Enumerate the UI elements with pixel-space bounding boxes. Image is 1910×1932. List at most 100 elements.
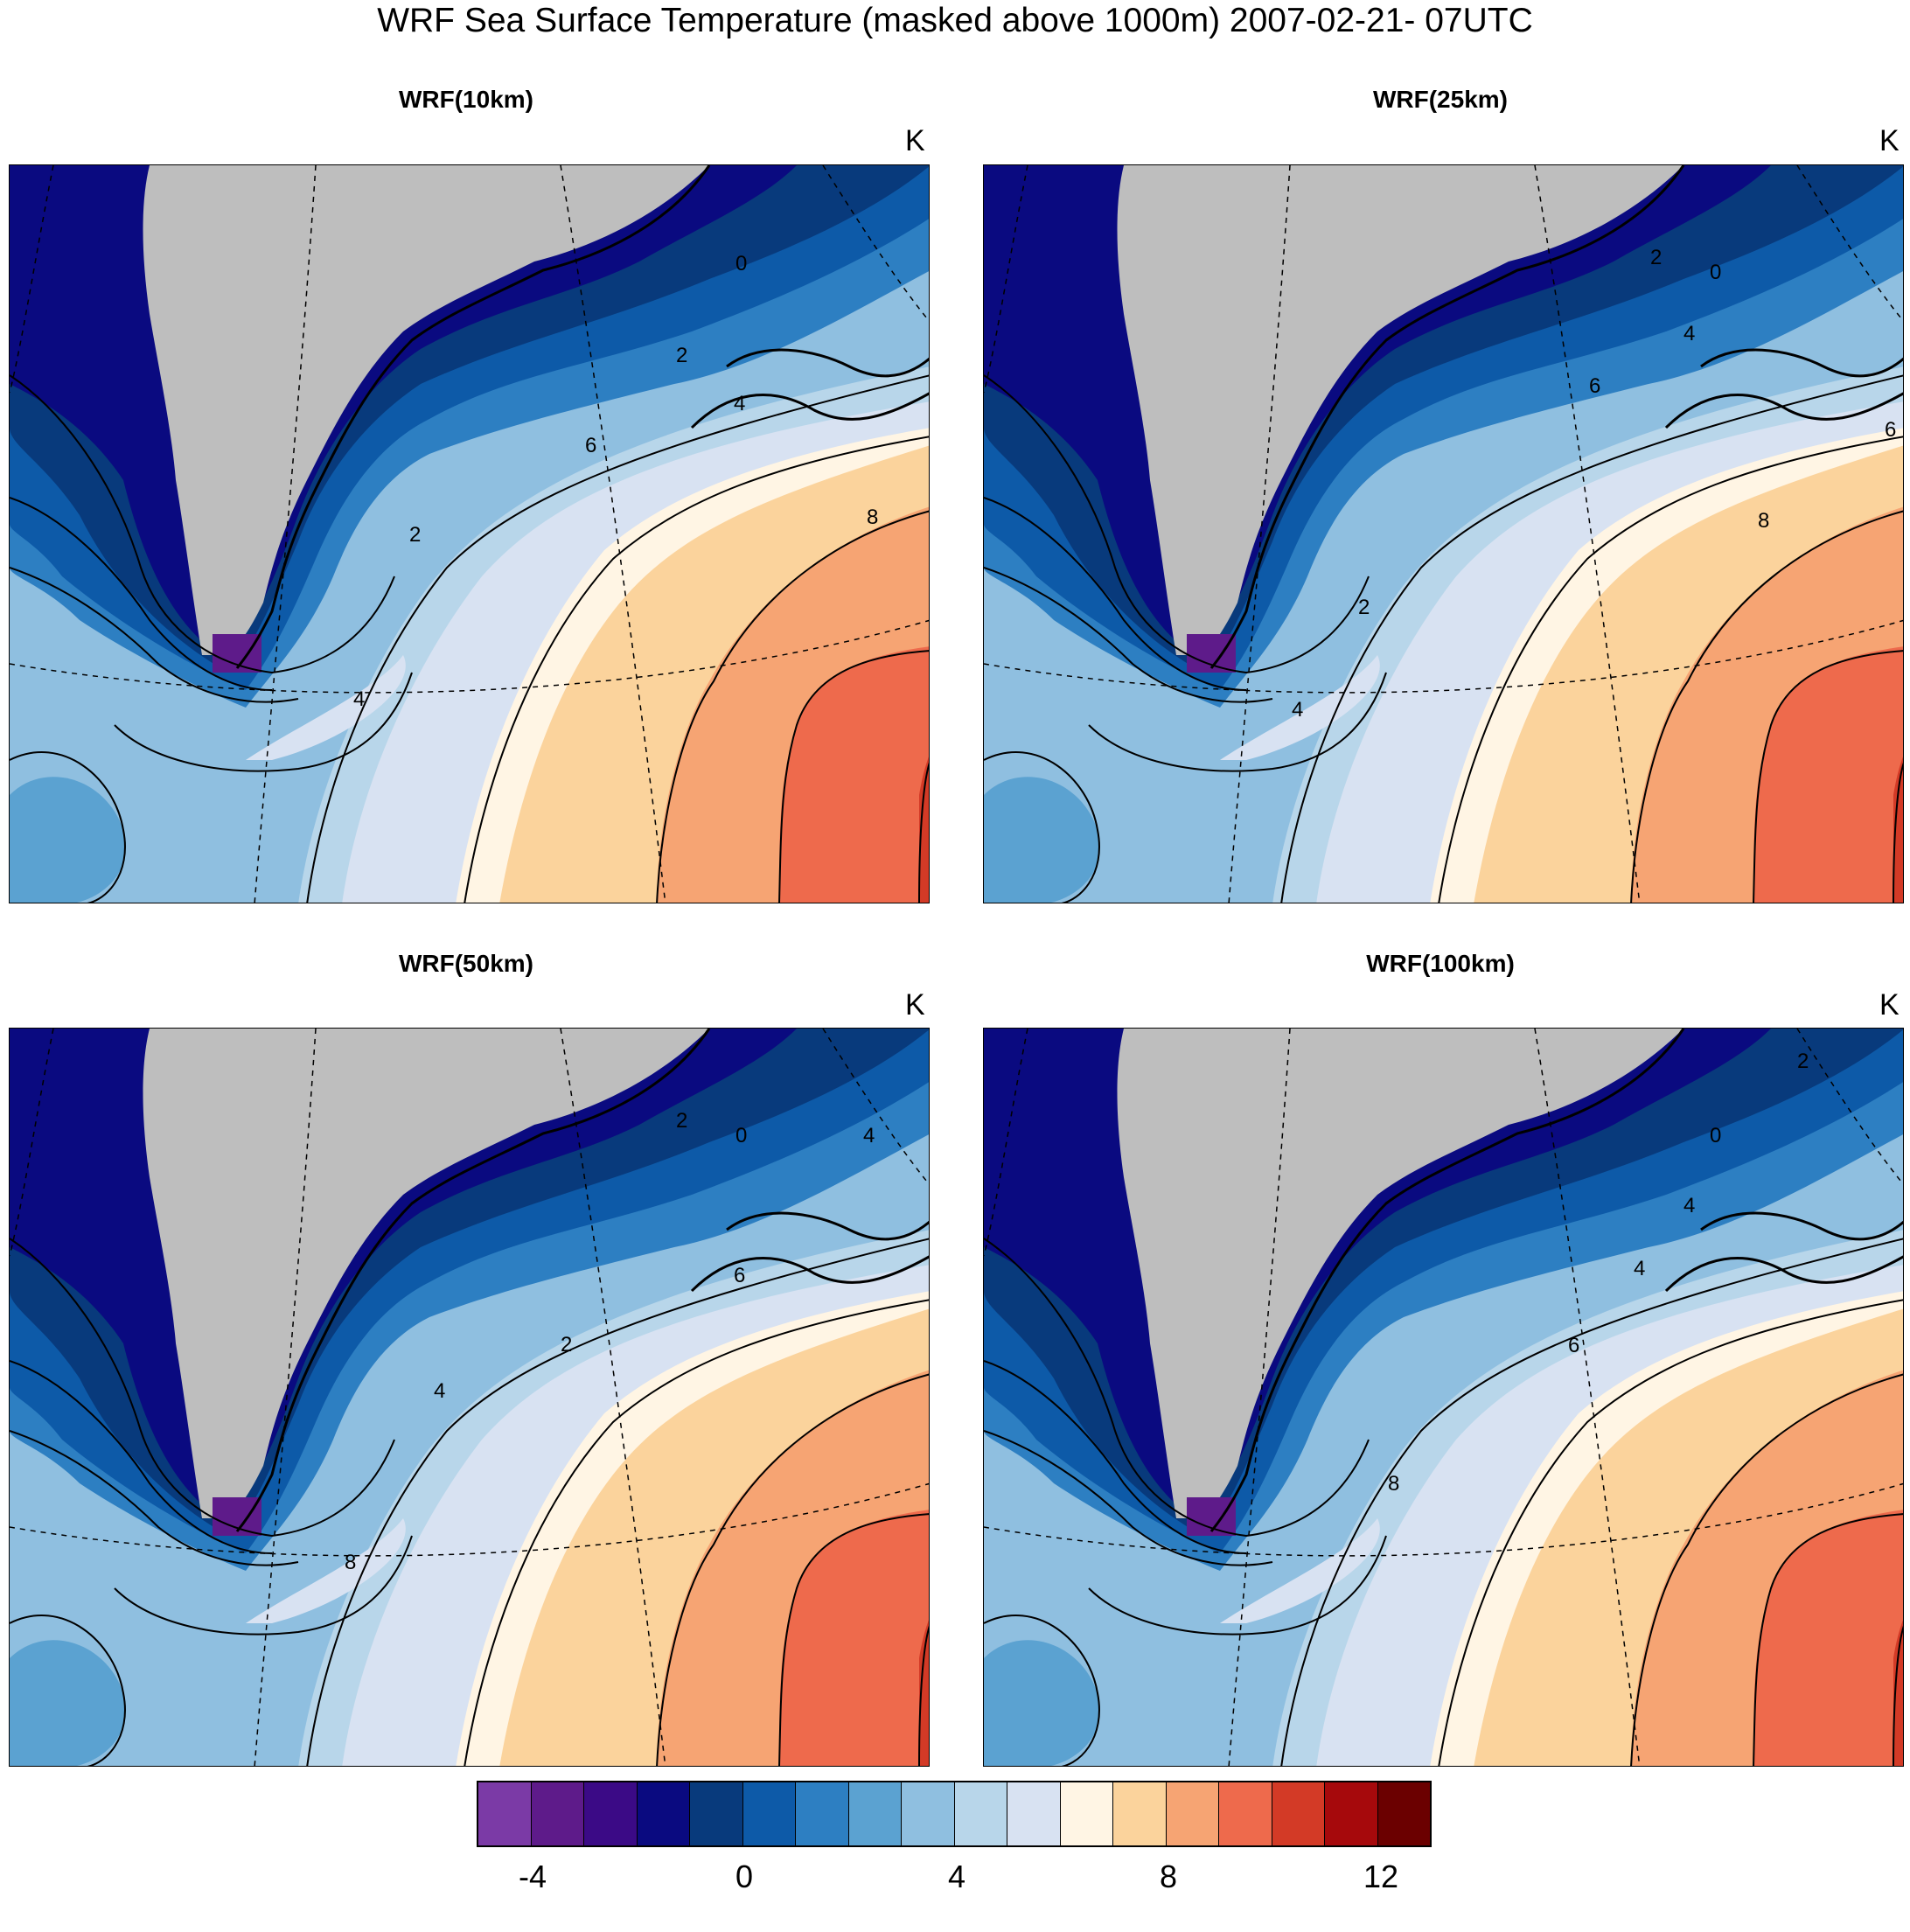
graticule-line <box>560 165 666 903</box>
colorbar-swatch <box>1113 1782 1167 1845</box>
contour-line <box>778 650 929 903</box>
greenland-land <box>1117 165 1683 655</box>
contour-label: 8 <box>1758 509 1769 533</box>
contour-line <box>235 1029 711 1532</box>
contour-line <box>984 497 1247 691</box>
graticule-line <box>1796 165 1903 322</box>
contour-line <box>1753 1513 1903 1766</box>
colorbar-swatch <box>742 1782 796 1845</box>
contour-line <box>726 1211 929 1241</box>
sst-band <box>1220 655 1380 760</box>
sst-band <box>1893 1620 1903 1766</box>
contour-label: 2 <box>676 344 687 367</box>
colorbar-swatch <box>690 1782 743 1845</box>
sst-band <box>984 777 1100 903</box>
colorbar <box>477 1781 1432 1847</box>
graticule-line <box>10 1482 929 1557</box>
contour-line <box>10 1238 395 1538</box>
contour-line <box>114 1535 413 1636</box>
contour-line <box>10 1615 126 1766</box>
contour-labels: 0 2 4 6 6 2 4 8 <box>1292 246 1896 722</box>
contour-lines <box>10 1238 929 1766</box>
contour-label: 0 <box>735 252 747 276</box>
panel-title-100km: WRF(100km) <box>1366 950 1515 977</box>
sst-map-50km: 0 2 4 6 2 4 8 <box>10 1029 929 1766</box>
contour-labels: 0 2 4 6 2 4 8 <box>345 1109 875 1574</box>
colorbar-tick-label: -4 <box>518 1859 547 1894</box>
sst-band <box>246 1518 406 1623</box>
panel-title-50km: WRF(50km) <box>398 950 533 977</box>
contour-label: 4 <box>1683 322 1695 345</box>
sst-band <box>919 757 929 903</box>
figure-title: WRF Sea Surface Temperature (masked abov… <box>377 2 1533 39</box>
graticule-line <box>822 165 929 322</box>
panel-unit-25km: K <box>1879 124 1900 157</box>
map-panel-100km[interactable]: 0 2 4 6 4 8 <box>983 1028 1904 1767</box>
ice-edge-lines <box>235 1029 929 1532</box>
contour-label: 8 <box>867 506 878 529</box>
map-panel-50km[interactable]: 0 2 4 6 2 4 8 <box>9 1028 930 1767</box>
sst-band <box>984 1640 1100 1766</box>
ice-edge-lines <box>235 165 929 669</box>
contour-line <box>306 1238 929 1766</box>
panel-title-10km: WRF(10km) <box>398 86 533 113</box>
graticule-line <box>10 619 929 694</box>
contour-line <box>10 567 299 703</box>
contour-labels: 0 2 4 6 2 4 8 <box>353 252 878 711</box>
contour-line <box>1438 436 1903 903</box>
sst-band <box>919 1620 929 1766</box>
contour-line <box>235 165 711 669</box>
contour-line <box>10 1430 299 1566</box>
map-panel-10km[interactable]: 0 2 4 6 2 4 8 <box>9 164 930 903</box>
graticule-line <box>822 1029 929 1185</box>
contour-line <box>984 751 1100 903</box>
contour-line <box>464 436 929 903</box>
graticule-line <box>984 165 1028 394</box>
colorbar-swatch <box>584 1782 638 1845</box>
colorbar-swatch <box>1219 1782 1272 1845</box>
contour-line <box>1280 1238 1903 1766</box>
sst-fields <box>10 1029 929 1766</box>
contour-label: 4 <box>863 1124 875 1147</box>
contour-label: 2 <box>676 1109 687 1133</box>
contour-label: 4 <box>1634 1257 1645 1280</box>
colorbar-swatch <box>478 1782 532 1845</box>
sst-band <box>10 777 126 903</box>
contour-line <box>10 374 395 674</box>
contour-line <box>1664 1255 1903 1293</box>
contour-line <box>1088 672 1387 772</box>
contour-labels: 0 2 4 6 4 8 <box>1388 1050 1809 1496</box>
contour-line <box>1088 1535 1387 1636</box>
colorbar-swatch <box>1166 1782 1219 1845</box>
contour-label: 6 <box>585 434 596 457</box>
contour-line <box>10 1360 273 1554</box>
sst-band <box>779 1510 929 1766</box>
panel-unit-100km: K <box>1879 988 1900 1022</box>
sst-band <box>1220 1518 1380 1623</box>
contour-line <box>918 1625 929 1766</box>
contour-line <box>114 672 413 772</box>
sst-band <box>10 1640 126 1766</box>
contour-line <box>1280 374 1903 903</box>
contour-label: 6 <box>1589 374 1600 398</box>
contour-line <box>984 1430 1273 1566</box>
contour-line <box>1893 1625 1903 1766</box>
graticule-line <box>1228 165 1291 903</box>
contour-label: 2 <box>1650 246 1662 269</box>
sst-band <box>1893 757 1903 903</box>
contour-label: 0 <box>1710 261 1721 284</box>
contour-line <box>1700 348 1903 378</box>
greenland-land <box>143 165 709 655</box>
map-panel-25km[interactable]: 0 2 4 6 6 2 4 8 <box>983 164 1904 903</box>
graticule <box>10 1029 929 1766</box>
sst-map-25km: 0 2 4 6 6 2 4 8 <box>984 165 1903 903</box>
contour-label: 6 <box>1568 1334 1579 1357</box>
contour-line <box>778 1513 929 1766</box>
colorbar-tick-label: 12 <box>1363 1859 1399 1894</box>
graticule-line <box>984 1482 1903 1557</box>
contour-label: 4 <box>1292 698 1303 722</box>
sst-band <box>1753 1510 1903 1766</box>
graticule-line <box>560 1029 666 1766</box>
graticule-line <box>254 1029 317 1766</box>
contour-line <box>984 1360 1247 1554</box>
